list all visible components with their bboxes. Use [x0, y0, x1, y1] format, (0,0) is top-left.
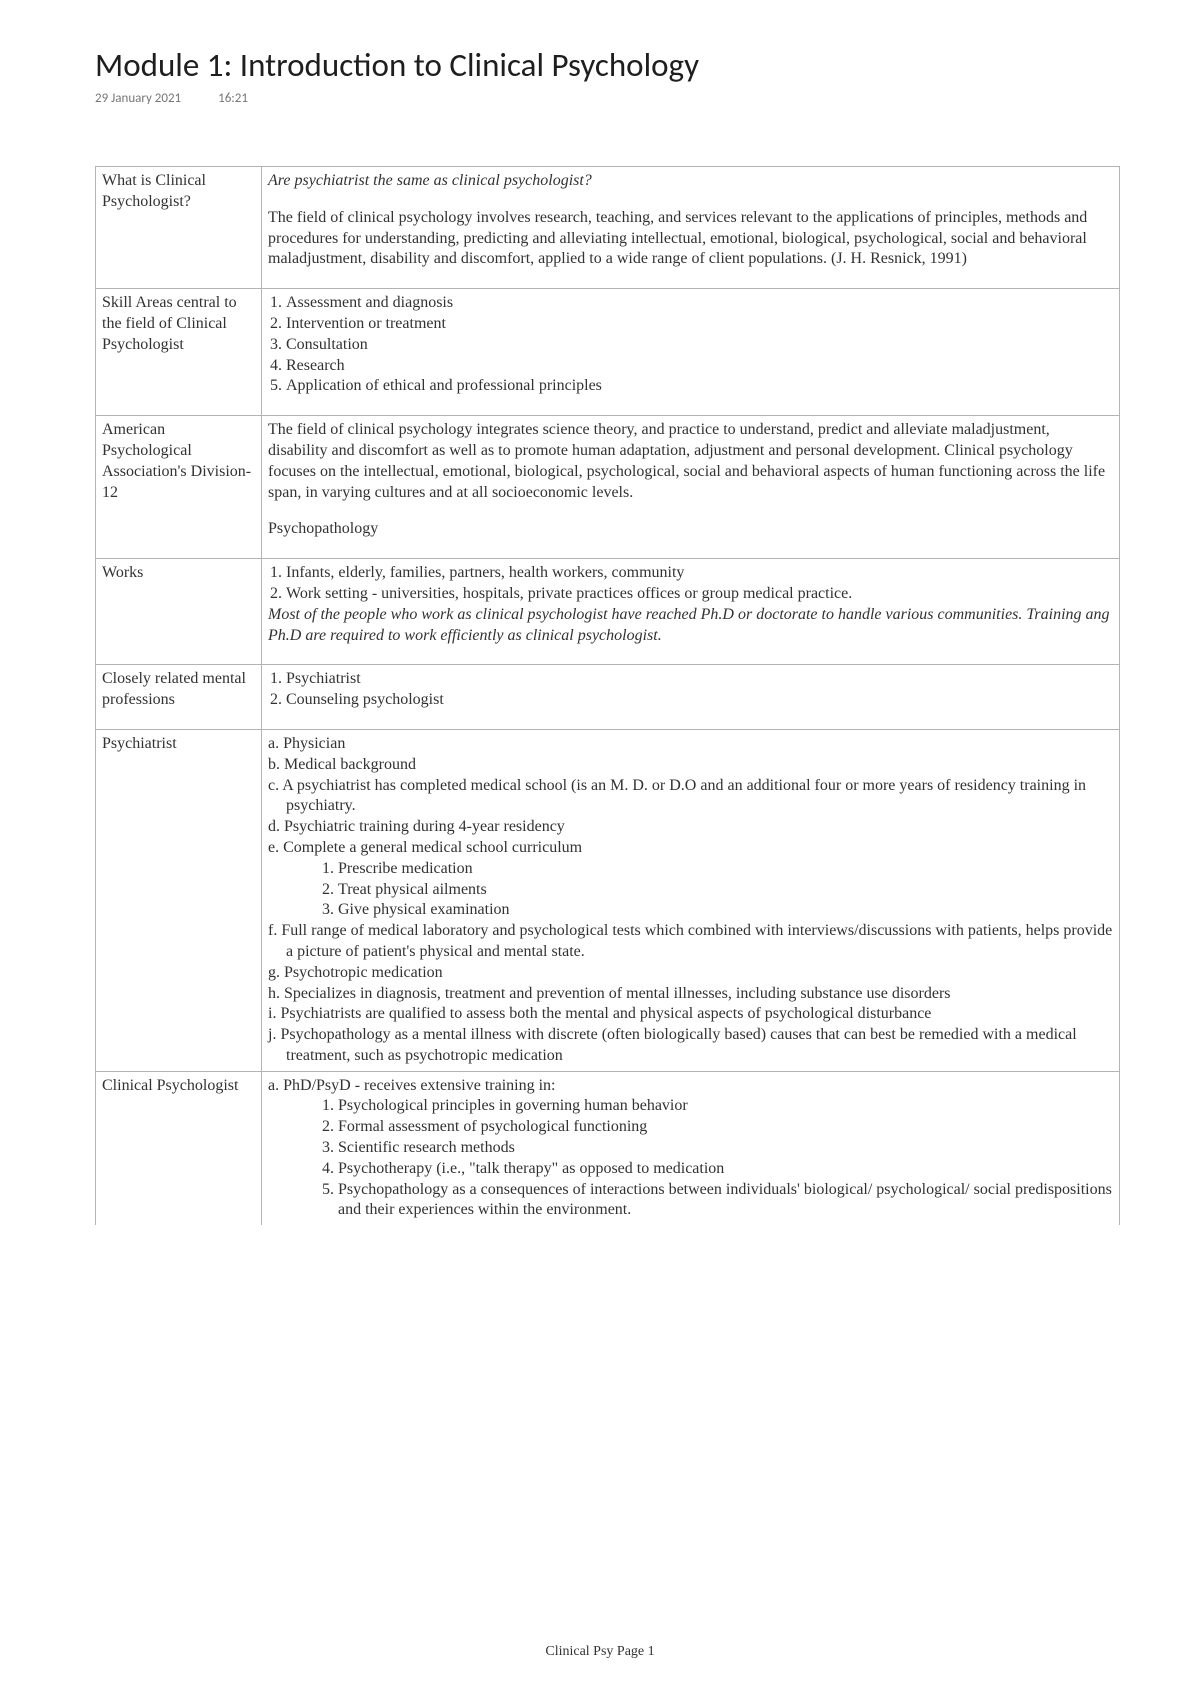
- list-item: Psychiatrist: [284, 669, 1113, 690]
- question-text: Are psychiatrist the same as clinical ps…: [268, 171, 1113, 192]
- meta-time: 16:21: [218, 91, 248, 106]
- list-item: Give physical examination: [336, 900, 1113, 921]
- list-item: Prescribe medication: [336, 859, 1113, 880]
- cell-left: Clinical Psychologist: [96, 1071, 262, 1225]
- table-row: What is Clinical Psychologist? Are psych…: [96, 167, 1120, 289]
- cell-right: 1.Assessment and diagnosis 2.Interventio…: [262, 289, 1120, 416]
- cell-left: What is Clinical Psychologist?: [96, 167, 262, 289]
- paragraph: The field of clinical psychology integra…: [268, 420, 1113, 503]
- table-row: Clinical Psychologist a. PhD/PsyD - rece…: [96, 1071, 1120, 1225]
- list-item: Psychological principles in governing hu…: [336, 1096, 1113, 1117]
- table-row: Works 1.Infants, elderly, families, part…: [96, 559, 1120, 665]
- list-item: Scientific research methods: [336, 1138, 1113, 1159]
- list-item: a. PhD/PsyD - receives extensive trainin…: [268, 1076, 1113, 1097]
- page-title: Module 1: Introduction to Clinical Psych…: [95, 45, 1120, 85]
- cell-right: 1.Infants, elderly, families, partners, …: [262, 559, 1120, 665]
- numbered-list: 1.Infants, elderly, families, partners, …: [268, 563, 1113, 605]
- table-row: Closely related mental professions 1.Psy…: [96, 665, 1120, 730]
- paragraph: The field of clinical psychology involve…: [268, 208, 1113, 270]
- list-item: f. Full range of medical laboratory and …: [268, 921, 1113, 963]
- list-item: d. Psychiatric training during 4-year re…: [268, 817, 1113, 838]
- table-row: Psychiatrist a. Physician b. Medical bac…: [96, 729, 1120, 1071]
- cell-right: Are psychiatrist the same as clinical ps…: [262, 167, 1120, 289]
- list-item: b. Medical background: [268, 755, 1113, 776]
- list-item: Psychopathology as a consequences of int…: [336, 1180, 1113, 1222]
- list-item: e. Complete a general medical school cur…: [268, 838, 1113, 859]
- notes-table: What is Clinical Psychologist? Are psych…: [95, 166, 1120, 1225]
- list-item: j. Psychopathology as a mental illness w…: [268, 1025, 1113, 1067]
- list-item: Research: [284, 356, 1113, 377]
- cell-right: a. PhD/PsyD - receives extensive trainin…: [262, 1071, 1120, 1225]
- cell-left: Psychiatrist: [96, 729, 262, 1071]
- list-item: Assessment and diagnosis: [284, 293, 1113, 314]
- italic-note: Most of the people who work as clinical …: [268, 605, 1113, 647]
- list-item: Application of ethical and professional …: [284, 376, 1113, 397]
- list-item: a. Physician: [268, 734, 1113, 755]
- cell-right: The field of clinical psychology integra…: [262, 416, 1120, 559]
- numbered-list: 1.Assessment and diagnosis 2.Interventio…: [268, 293, 1113, 397]
- list-item: Psychotherapy (i.e., "talk therapy" as o…: [336, 1159, 1113, 1180]
- numbered-list: 1.Psychiatrist 2.Counseling psychologist: [268, 669, 1113, 711]
- table-row: American Psychological Association's Div…: [96, 416, 1120, 559]
- cell-left: Closely related mental professions: [96, 665, 262, 730]
- sub-numbered-list: 1.Psychological principles in governing …: [268, 1096, 1113, 1221]
- paragraph: Psychopathology: [268, 519, 1113, 540]
- list-item: Work setting - universities, hospitals, …: [284, 584, 1113, 605]
- cell-left: Skill Areas central to the field of Clin…: [96, 289, 262, 416]
- list-item: Intervention or treatment: [284, 314, 1113, 335]
- list-item: c. A psychiatrist has completed medical …: [268, 776, 1113, 818]
- meta-date: 29 January 2021: [95, 91, 181, 106]
- cell-left: Works: [96, 559, 262, 665]
- list-item: Treat physical ailments: [336, 880, 1113, 901]
- list-item: Infants, elderly, families, partners, he…: [284, 563, 1113, 584]
- list-item: Counseling psychologist: [284, 690, 1113, 711]
- table-row: Skill Areas central to the field of Clin…: [96, 289, 1120, 416]
- list-item: g. Psychotropic medication: [268, 963, 1113, 984]
- list-item: Formal assessment of psychological funct…: [336, 1117, 1113, 1138]
- cell-left: American Psychological Association's Div…: [96, 416, 262, 559]
- list-item: h. Specializes in diagnosis, treatment a…: [268, 984, 1113, 1005]
- list-item: i. Psychiatrists are qualified to assess…: [268, 1004, 1113, 1025]
- sub-numbered-list: 1.Prescribe medication 2.Treat physical …: [268, 859, 1113, 921]
- list-item: Consultation: [284, 335, 1113, 356]
- cell-right: a. Physician b. Medical background c. A …: [262, 729, 1120, 1071]
- page-footer: Clinical Psy Page 1: [0, 1644, 1200, 1660]
- cell-right: 1.Psychiatrist 2.Counseling psychologist: [262, 665, 1120, 730]
- page-meta: 29 January 2021 16:21: [95, 91, 1120, 106]
